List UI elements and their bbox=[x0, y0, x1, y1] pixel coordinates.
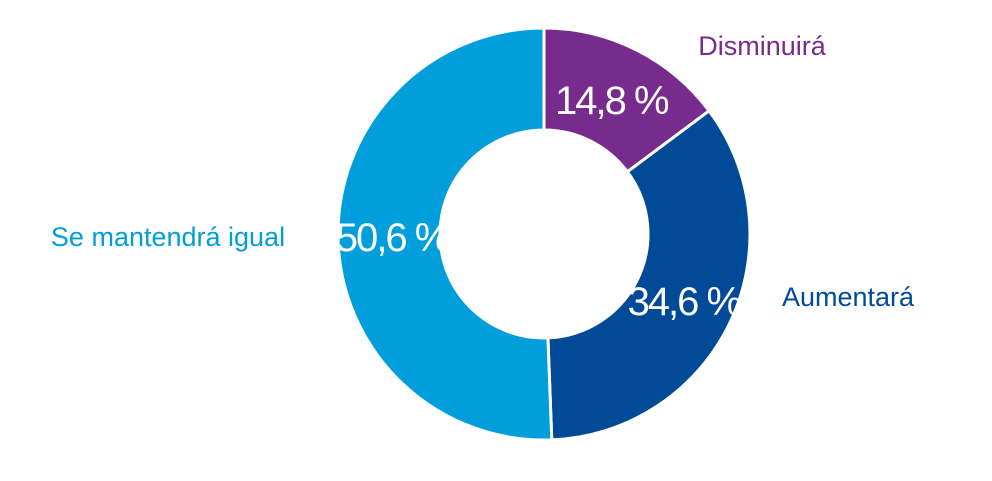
category-label-aumentara: Aumentará bbox=[782, 282, 915, 312]
slice-aumentara bbox=[546, 108, 752, 442]
category-label-se-mantendra-igual: Se mantendrá igual bbox=[51, 222, 285, 252]
category-label-disminuira: Disminuirá bbox=[698, 31, 827, 61]
labels-group: 14,8 % Disminuirá 34,6 % Aumentará 50,6 % Se … bbox=[51, 31, 915, 324]
value-label-aumentara: 34,6 % bbox=[628, 280, 742, 324]
value-label-se-mantendra-igual: 50,6 % bbox=[336, 216, 450, 260]
value-label-disminuira: 14,8 % bbox=[555, 79, 669, 123]
slice-se-mantendra-igual bbox=[336, 26, 554, 442]
slices-group bbox=[336, 26, 752, 442]
slice-disminuira bbox=[542, 26, 712, 174]
